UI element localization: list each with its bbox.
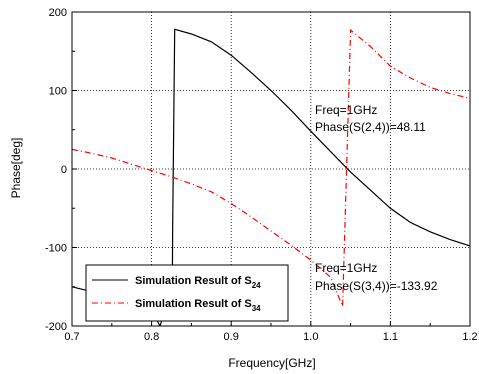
y-tick-label: 100 [49,86,67,98]
y-tick-label: -200 [45,321,67,333]
tick-labels: 0.7 0.8 0.9 1.0 1.1 1.2 -200 -100 0 100 200 [45,7,478,343]
legend: Simulation Result of S24 Simulation Resu… [85,264,289,322]
annotation-s24-freq: Freq=1GHz [315,103,377,117]
x-tick-label: 0.9 [224,331,239,343]
x-tick-label: 0.7 [64,331,79,343]
annotation-s34-phase: Phase(S(3,4))=-133.92 [315,279,438,293]
legend-label-s24: Simulation Result of S24 [135,275,261,290]
annotation-s24-phase: Phase(S(2,4))=48.11 [315,120,426,134]
x-axis-title: Frequency[GHz] [228,356,315,370]
annotation-s34-freq: Freq=1GHz [315,261,377,275]
y-tick-label: -100 [45,243,67,255]
y-tick-label: 0 [61,164,67,176]
axis-ticks [71,11,471,327]
x-tick-label: 0.8 [144,331,159,343]
annotations: Freq=1GHz Phase(S(2,4))=48.11 Freq=1GHz … [315,103,438,293]
legend-label-s34: Simulation Result of S34 [135,298,261,313]
y-tick-label: 200 [49,7,67,19]
y-axis-title: Phase[deg] [9,138,23,199]
x-tick-label: 1.0 [303,331,318,343]
series-s34-line [72,28,470,307]
x-tick-label: 1.2 [462,331,477,343]
legend-box [85,264,289,322]
x-tick-label: 1.1 [383,331,398,343]
